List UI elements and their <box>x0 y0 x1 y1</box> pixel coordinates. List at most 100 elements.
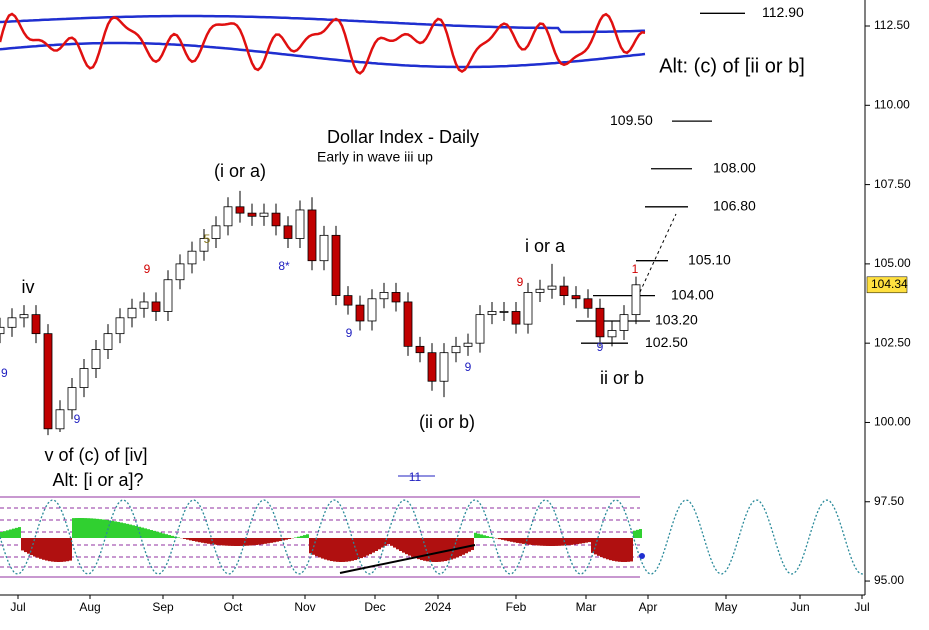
histogram-bar <box>255 538 258 545</box>
histogram-bar <box>405 538 408 555</box>
histogram-bar <box>522 538 525 544</box>
candle-body <box>415 345 425 354</box>
histogram-bar <box>30 538 33 556</box>
histogram-bar <box>366 538 369 556</box>
histogram-bar <box>381 538 384 548</box>
histogram-bar <box>141 527 144 538</box>
histogram-bar <box>87 518 90 538</box>
histogram-bar <box>315 538 318 557</box>
histogram-bar <box>468 538 471 552</box>
histogram-bar <box>324 538 327 560</box>
candle-body <box>547 285 557 290</box>
histogram-bar <box>639 529 642 538</box>
histogram-bar <box>33 538 36 557</box>
histogram-bar <box>483 535 486 538</box>
count-label: 1 <box>632 262 639 276</box>
histogram-bar <box>399 538 402 552</box>
histogram-bar <box>489 536 492 538</box>
histogram-bar <box>351 538 354 561</box>
histogram-bar <box>573 538 576 545</box>
cycle-dot <box>639 553 645 559</box>
y-tick-label: 100.00 <box>874 415 911 429</box>
histogram-bar <box>321 538 324 559</box>
candle-body <box>475 314 485 344</box>
histogram-bar <box>546 538 549 546</box>
candle-body <box>247 212 257 217</box>
lower-oscillator <box>0 496 865 578</box>
histogram-bar <box>120 522 123 538</box>
histogram-bar <box>375 538 378 552</box>
histogram-bar <box>576 538 579 545</box>
histogram-bar <box>165 534 168 538</box>
histogram-bar <box>273 538 276 543</box>
candle-body <box>43 333 53 430</box>
x-tick-label: Dec <box>364 600 385 614</box>
histogram-bar <box>465 538 468 554</box>
level-label: 109.50 <box>610 112 653 128</box>
histogram-bar <box>15 527 18 538</box>
histogram-bar <box>618 538 621 562</box>
histogram-bar <box>384 538 387 546</box>
candle-body <box>391 292 401 303</box>
histogram-bar <box>162 533 165 538</box>
candle-body <box>451 345 461 354</box>
histogram-bar <box>189 538 192 541</box>
histogram-bar <box>300 535 303 538</box>
candle-body <box>235 206 245 214</box>
x-tick-label: Apr <box>639 600 658 614</box>
candle-body <box>7 317 17 328</box>
histogram-bar <box>282 538 285 541</box>
histogram-bar <box>24 538 27 553</box>
x-tick-label: 2024 <box>425 600 452 614</box>
histogram-bar <box>426 538 429 562</box>
x-tick-label: Jul <box>854 600 869 614</box>
candle-body <box>55 409 65 430</box>
band-lower <box>0 41 646 69</box>
histogram-bar <box>534 538 537 546</box>
histogram-bar <box>12 528 15 538</box>
x-tick-label: Mar <box>576 600 597 614</box>
x-tick-label: May <box>715 600 738 614</box>
histogram-bar <box>156 531 159 538</box>
histogram-bar <box>498 538 501 540</box>
histogram-bar <box>297 536 300 538</box>
histogram-bar <box>60 538 63 562</box>
level-label: 105.10 <box>688 251 731 267</box>
candle-body <box>511 311 521 325</box>
histogram-bar <box>186 538 189 540</box>
histogram-bar <box>54 538 57 562</box>
histogram-bar <box>591 538 594 553</box>
histogram-bar <box>75 518 78 538</box>
histogram-bar <box>585 538 588 543</box>
histogram-bar <box>528 538 531 545</box>
x-tick-label: Nov <box>294 600 315 614</box>
candle-body <box>79 368 89 388</box>
annotation: Alt: [i or a]? <box>52 470 143 490</box>
histogram-bar <box>624 538 627 562</box>
candle-body <box>151 301 161 312</box>
level-label: 108.00 <box>713 159 756 175</box>
histogram-bar <box>396 538 399 550</box>
candle-body <box>607 330 617 338</box>
histogram-bar <box>234 538 237 546</box>
histogram-bar <box>48 538 51 562</box>
histogram-bar <box>39 538 42 559</box>
histogram-bar <box>372 538 375 553</box>
histogram-bar <box>540 538 543 546</box>
histogram-bar <box>105 519 108 538</box>
histogram-bar <box>81 518 84 538</box>
histogram-bar <box>513 538 516 543</box>
histogram-bar <box>303 535 306 538</box>
histogram-bar <box>99 519 102 538</box>
histogram-bar <box>132 525 135 538</box>
histogram-bar <box>387 538 390 545</box>
count-label: 9 <box>465 360 472 374</box>
histogram-bar <box>414 538 417 559</box>
histogram-bar <box>225 538 228 546</box>
histogram-bar <box>129 524 132 538</box>
histogram-bar <box>600 538 603 558</box>
candle-body <box>355 304 365 322</box>
histogram-bar <box>264 538 267 544</box>
histogram-bar <box>621 538 624 562</box>
annotation: i or a <box>525 236 566 256</box>
